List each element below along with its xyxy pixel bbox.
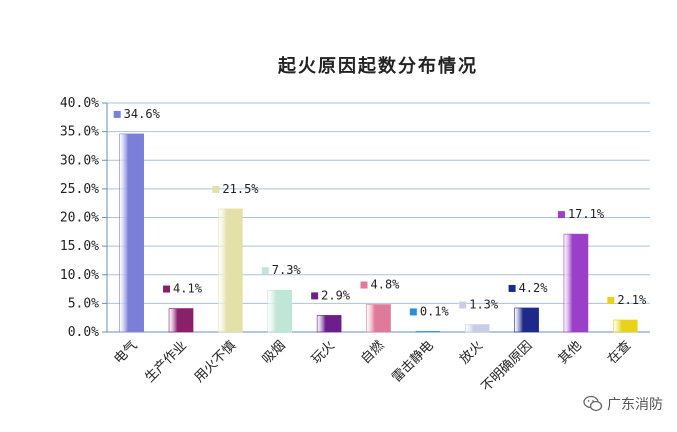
category-label: 放火	[457, 338, 486, 367]
y-tick-label: 0.0%	[68, 325, 99, 340]
y-tick-label: 40.0%	[60, 96, 99, 111]
data-label: 4.2%	[519, 281, 549, 295]
data-label-marker	[409, 308, 417, 316]
data-label-marker	[261, 267, 269, 275]
y-tick-label: 10.0%	[60, 268, 99, 283]
data-label: 1.3%	[469, 298, 499, 312]
category-label: 雷击静电	[389, 338, 436, 385]
data-label: 2.1%	[617, 293, 647, 307]
y-tick-label: 15.0%	[60, 239, 99, 254]
data-label-marker	[212, 185, 220, 193]
data-label: 34.6%	[124, 107, 161, 121]
bar	[415, 331, 441, 333]
y-tick-label: 20.0%	[60, 211, 99, 226]
category-label: 在查	[605, 338, 634, 367]
y-tick-label: 25.0%	[60, 182, 99, 197]
category-label: 电气	[111, 338, 141, 368]
bar	[366, 304, 391, 333]
data-label-marker	[163, 285, 171, 293]
data-labels: 34.6% 4.1% 21.5% 7.3% 2.9% 4.8% 0.1% 1.3% 4.2% 17…	[113, 107, 647, 318]
category-label: 自燃	[358, 338, 388, 368]
category-label: 其他	[556, 338, 585, 367]
bar	[119, 133, 144, 333]
data-label: 21.5%	[222, 182, 259, 196]
data-label: 2.9%	[321, 288, 351, 302]
bar	[514, 307, 539, 333]
data-label: 4.1%	[173, 282, 203, 296]
bars	[119, 133, 638, 333]
data-label-marker	[459, 301, 467, 309]
watermark: 广东消防	[583, 394, 663, 414]
y-tick-label: 30.0%	[60, 153, 99, 168]
watermark-text: 广东消防	[607, 397, 663, 413]
grid	[107, 102, 650, 333]
bar	[168, 308, 194, 333]
data-label-marker	[508, 284, 516, 292]
category-label: 不明确原因	[479, 338, 536, 395]
chart-title: 起火原因起数分布情况	[277, 55, 478, 77]
data-label: 4.8%	[371, 278, 401, 292]
bar	[218, 208, 243, 333]
bar	[563, 233, 589, 333]
data-label-marker	[360, 281, 368, 289]
y-tick-label: 5.0%	[68, 296, 99, 311]
data-label-marker	[607, 296, 615, 304]
data-label-marker	[557, 211, 565, 219]
bar	[613, 319, 638, 333]
category-label: 生产作业	[142, 338, 189, 385]
category-label: 玩火	[309, 338, 338, 367]
bar	[316, 315, 342, 333]
data-label-marker	[113, 110, 121, 118]
bar	[267, 289, 293, 333]
data-label: 0.1%	[420, 304, 450, 318]
wechat-icon	[583, 395, 603, 413]
category-label: 吸烟	[260, 338, 289, 367]
data-label-marker	[311, 292, 319, 300]
bar	[464, 324, 490, 333]
category-label: 用火不慎	[192, 338, 239, 385]
y-tick-label: 35.0%	[60, 125, 99, 140]
data-label: 7.3%	[272, 263, 302, 277]
y-axis: 0.0% 5.0% 10.0% 15.0% 20.0% 25.0% 30.0% 35.0% 40…	[60, 96, 108, 340]
data-label: 17.1%	[568, 207, 605, 221]
